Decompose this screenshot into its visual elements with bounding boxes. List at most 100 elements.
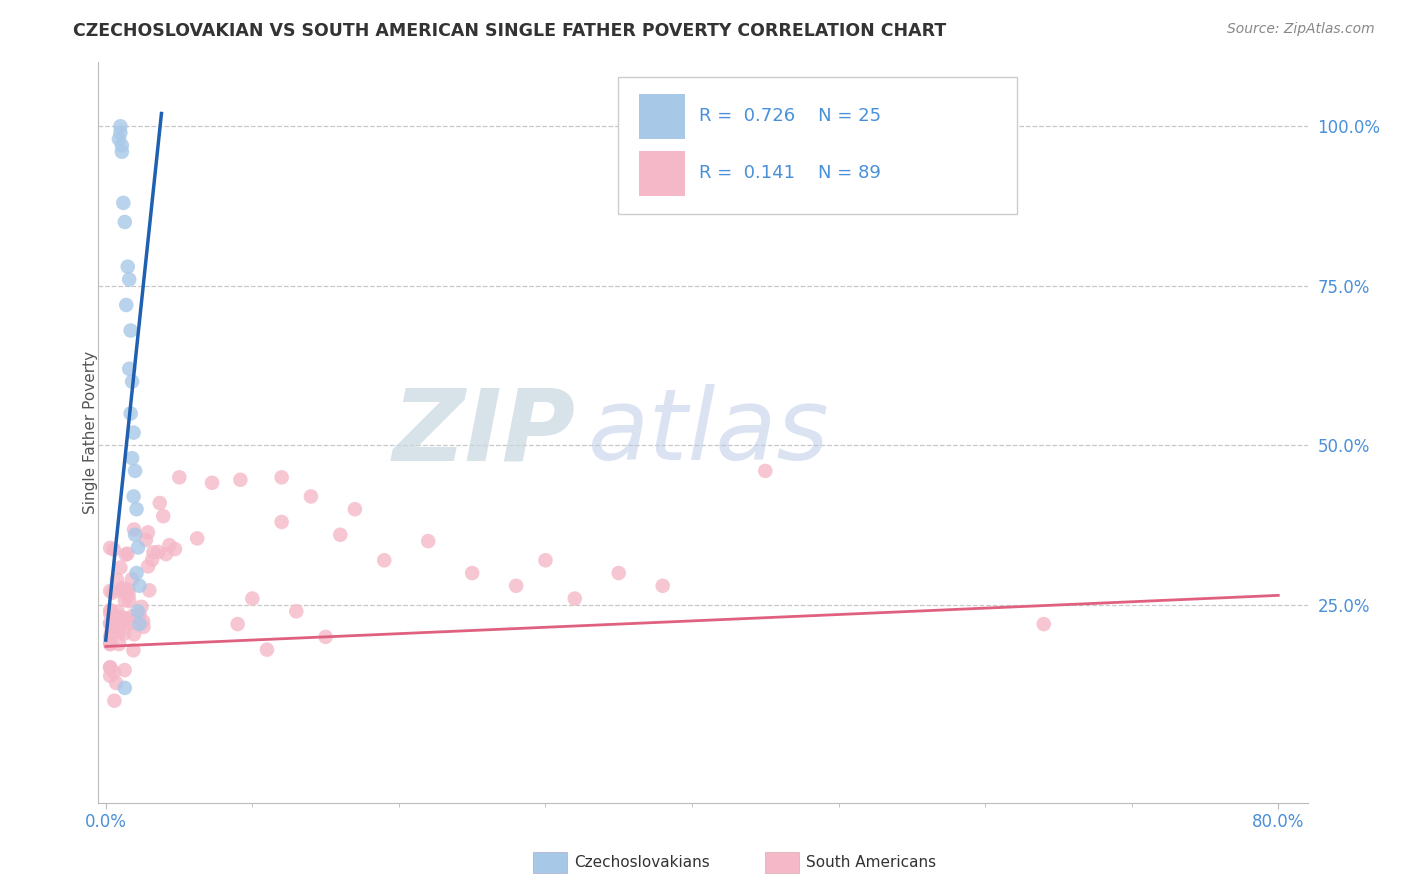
Point [115,611,138,625]
Point [114,215,136,229]
Point [110,615,132,629]
Point [152,509,174,524]
Point [132,614,155,628]
Point [201,475,224,490]
Text: ZIP: ZIP [394,384,576,481]
Point [564,591,586,606]
Text: CZECHOSLOVAKIAN VS SOUTH AMERICAN SINGLE FATHER POVERTY CORRELATION CHART: CZECHOSLOVAKIAN VS SOUTH AMERICAN SINGLE… [73,22,946,40]
Point [142,545,165,559]
Point [127,541,149,555]
Point [131,599,153,614]
Point [120,407,142,421]
Text: atlas: atlas [588,384,830,481]
Point [117,615,139,630]
Point [98,660,121,674]
Point [117,582,139,597]
Point [132,620,155,634]
Point [98,603,121,617]
Point [226,617,249,632]
Point [122,627,145,641]
Bar [638,95,685,138]
Point [186,532,208,546]
Point [114,548,136,562]
Point [103,694,125,708]
Point [98,630,121,644]
Point [329,527,352,541]
Point [124,527,146,541]
Point [651,579,673,593]
Point [105,573,128,587]
Point [270,515,292,529]
Point [754,464,776,478]
Point [149,496,172,510]
Point [98,636,121,650]
Point [115,298,138,312]
Point [418,534,440,549]
Point [163,542,186,557]
Point [155,547,177,561]
Point [343,502,366,516]
Point [112,195,135,210]
Point [124,464,146,478]
Point [101,607,124,622]
Point [98,617,121,632]
Point [98,615,121,630]
Point [118,361,141,376]
Point [299,490,322,504]
Point [98,541,121,555]
Point [121,609,143,624]
Text: Source: ZipAtlas.com: Source: ZipAtlas.com [1227,22,1375,37]
Point [114,681,136,695]
Point [107,610,129,624]
Point [114,663,136,677]
Point [110,120,132,134]
Point [103,665,125,680]
Point [111,585,134,599]
Text: R =  0.726    N = 25: R = 0.726 N = 25 [699,108,882,126]
Point [240,591,263,606]
Point [1032,617,1054,632]
Point [98,660,121,674]
Point [100,626,122,640]
FancyBboxPatch shape [619,78,1018,214]
Point [256,642,278,657]
Point [136,525,159,540]
Point [117,547,139,561]
Point [108,132,131,146]
Point [505,579,527,593]
Point [122,490,145,504]
Point [98,637,121,651]
Point [120,616,142,631]
Point [111,145,134,159]
Point [117,260,139,274]
Text: R =  0.141    N = 89: R = 0.141 N = 89 [699,164,882,183]
Point [108,624,131,639]
Point [114,593,136,607]
Point [110,126,132,140]
Point [125,502,148,516]
Point [98,583,121,598]
Point [112,626,135,640]
Y-axis label: Single Father Poverty: Single Father Poverty [83,351,97,514]
Point [136,559,159,574]
Point [270,470,292,484]
Point [138,583,160,598]
Text: South Americans: South Americans [806,855,936,870]
Point [122,425,145,440]
Point [105,620,128,634]
Point [98,669,121,683]
Point [135,533,157,547]
Point [461,566,484,580]
Point [111,611,134,625]
Text: Czechoslovakians: Czechoslovakians [574,855,710,870]
Point [169,470,191,484]
Point [118,272,141,286]
Point [100,604,122,618]
Point [285,604,308,618]
Point [125,566,148,580]
Point [111,581,134,595]
Point [121,572,143,586]
Point [146,545,169,559]
Point [157,538,180,552]
Point [229,473,252,487]
